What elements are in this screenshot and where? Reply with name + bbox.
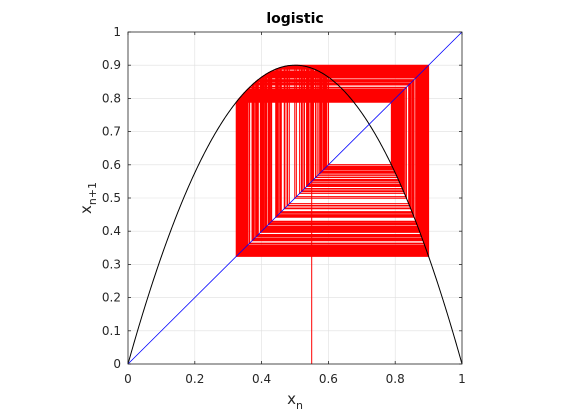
x-tick-label: 0.8 (386, 372, 405, 386)
y-tick-label: 0.1 (102, 324, 121, 338)
y-tick-label: 0.4 (102, 224, 121, 238)
map-curve (127, 64, 463, 365)
y-tick-label: 0.2 (102, 291, 121, 305)
y-tick-label: 0.9 (102, 58, 121, 72)
y-axis-label: xn+1 (77, 182, 99, 214)
y-tick-label: 0.7 (102, 125, 121, 139)
y-tick-label: 0.5 (102, 191, 121, 205)
y-tick-label: 1 (113, 25, 121, 39)
chart-title: logistic (266, 11, 323, 27)
ticks: 0 0.2 0.4 0.6 0.8 1 0 0.1 0.2 0.3 0.4 0.5 0.6 0.7 0.8 0… (102, 25, 466, 386)
y-tick-label: 0.8 (102, 91, 121, 105)
y-tick-label: 0 (113, 357, 121, 371)
y-tick-label: 0.6 (102, 158, 121, 172)
identity-line (127, 31, 463, 365)
y-tick-label: 0.3 (102, 257, 121, 271)
x-tick-label: 0.2 (185, 372, 204, 386)
x-tick-label: 1 (458, 372, 466, 386)
x-axis-label: xn (287, 390, 303, 412)
x-tick-label: 0.4 (252, 372, 271, 386)
x-tick-label: 0 (124, 372, 132, 386)
x-tick-label: 0.6 (319, 372, 338, 386)
